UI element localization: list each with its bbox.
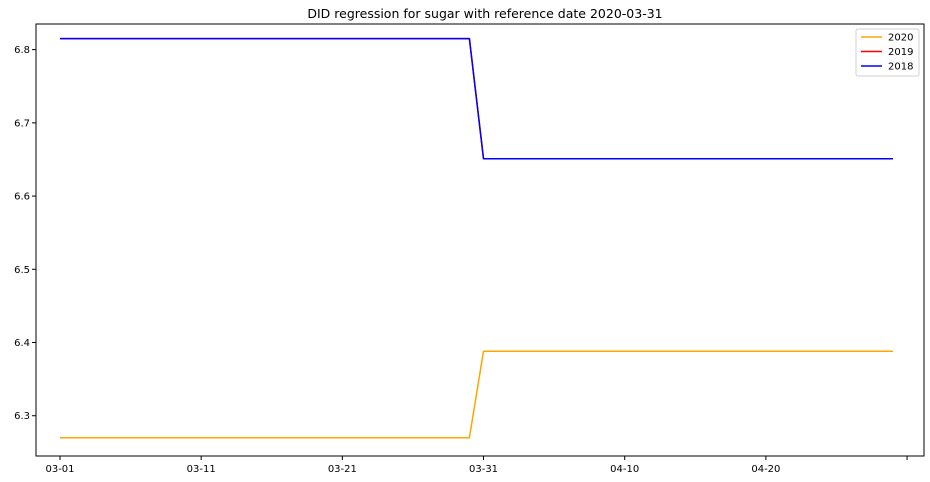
y-tick-label: 6.7	[14, 118, 30, 129]
x-tick-label: 03-01	[45, 464, 74, 475]
legend: 2020 2019 2018	[855, 28, 920, 77]
y-tick-label: 6.8	[14, 45, 30, 56]
x-tick-label: 03-11	[187, 464, 216, 475]
legend-box	[855, 28, 920, 77]
legend-label-2018: 2018	[888, 62, 913, 73]
series-layer	[60, 37, 893, 439]
y-tick-label: 6.5	[14, 265, 30, 276]
x-tick-label: 03-31	[469, 464, 498, 475]
x-tick-label: 04-10	[610, 464, 639, 475]
y-tick-label: 6.6	[14, 192, 30, 203]
y-tick-label: 6.3	[14, 411, 30, 422]
y-tick-label: 6.4	[14, 338, 30, 349]
series-line-2018	[60, 37, 893, 160]
legend-label-2019: 2019	[888, 47, 913, 58]
x-axis: 03-01 03-11 03-21 03-31 04-10 04-20	[45, 456, 908, 475]
x-tick-label: 03-21	[328, 464, 357, 475]
y-axis: 6.3 6.4 6.5 6.6 6.7 6.8	[14, 45, 36, 422]
plot-frame	[35, 23, 925, 457]
series-line-2020	[60, 350, 893, 439]
legend-label-2020: 2020	[888, 33, 913, 44]
chart-title: DID regression for sugar with reference …	[307, 6, 662, 21]
x-tick-label: 04-20	[751, 464, 780, 475]
